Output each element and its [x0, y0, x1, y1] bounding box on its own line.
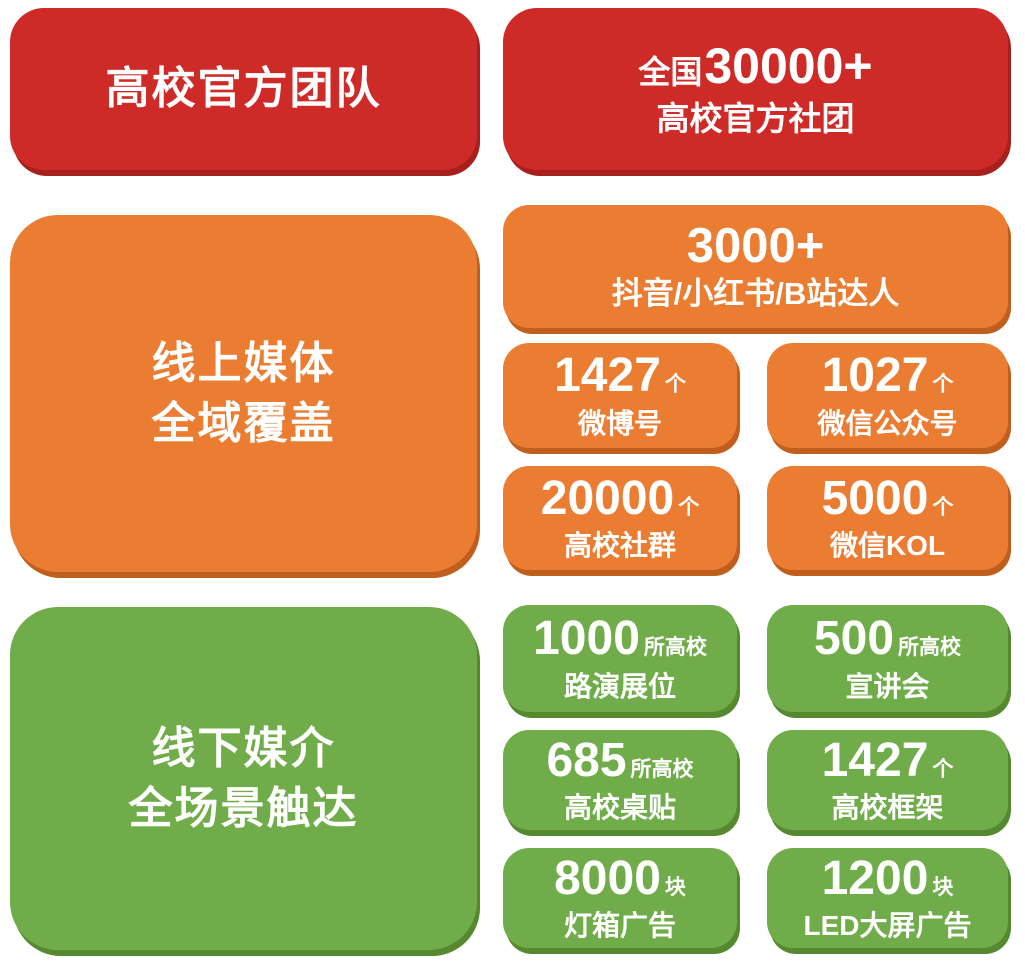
stat-value-row: 8000 块	[554, 851, 686, 905]
category-card-online-media: 线上媒体 全域覆盖	[10, 215, 477, 572]
stat-value-row: 3000+	[686, 218, 825, 273]
stat-label: 微博号	[577, 407, 662, 439]
stat-number: 5000	[821, 471, 929, 525]
category-label: 高校官方团队	[105, 64, 382, 114]
stat-value-row: 685 所高校	[546, 733, 694, 787]
stat-card-weibo: 1427 个 微博号	[503, 343, 737, 448]
category-label: 线上媒体 全域覆盖	[152, 334, 336, 453]
stat-unit: 块	[664, 875, 686, 899]
category-label-line2: 全场景触达	[128, 783, 359, 833]
stat-label: 宣讲会	[845, 670, 930, 702]
stat-card-desk-sticker: 685 所高校 高校桌贴	[503, 730, 737, 830]
stat-value-row: 5000 个	[821, 471, 954, 525]
stat-unit: 所高校	[898, 636, 962, 660]
stat-unit: 个	[678, 495, 700, 519]
stat-value-row: 20000 个	[540, 471, 700, 525]
stat-number: 1200	[821, 851, 929, 905]
stat-unit: 所高校	[643, 636, 707, 660]
stat-value-row: 1000 所高校	[533, 612, 707, 666]
stat-card-lightbox-ads: 8000 块 灯箱广告	[503, 848, 737, 948]
stat-label: 路演展位	[563, 670, 676, 702]
stat-number: 8000	[554, 851, 661, 905]
stat-label: 高校社群	[563, 530, 676, 562]
stat-unit: 块	[932, 875, 954, 899]
stat-label: 微信公众号	[817, 407, 958, 439]
stat-label: 抖音/小红书/B站达人	[611, 276, 900, 312]
category-label: 线下媒介 全场景触达	[129, 719, 359, 838]
stat-card-wechat-official: 1027 个 微信公众号	[767, 343, 1008, 448]
stat-value-row: 500 所高校	[813, 612, 962, 666]
stat-value-row: 1427 个	[821, 733, 954, 787]
stat-prefix: 全国	[638, 53, 703, 90]
stat-number: 1427	[821, 733, 929, 787]
stat-card-influencers: 3000+ 抖音/小红书/B站达人	[503, 205, 1008, 328]
category-label-line1: 线下媒介	[151, 724, 336, 774]
stat-number: 1427	[554, 349, 661, 403]
category-card-offline-media: 线下媒介 全场景触达	[10, 607, 477, 950]
category-card-official-team: 高校官方团队	[10, 8, 477, 170]
stat-number: 1027	[821, 349, 929, 403]
category-label-line1: 线上媒体	[151, 339, 336, 389]
stat-card-led-screen-ads: 1200 块 LED大屏广告	[767, 848, 1008, 948]
stat-unit: 个	[664, 373, 686, 397]
stat-label: LED大屏广告	[803, 910, 972, 942]
stat-label: 灯箱广告	[563, 910, 676, 942]
stat-card-campus-frame: 1427 个 高校框架	[767, 730, 1008, 830]
stat-label: 高校框架	[831, 792, 944, 824]
stat-number: 3000+	[686, 218, 825, 273]
stat-number: 685	[546, 733, 627, 787]
stat-number: 500	[813, 612, 895, 666]
stat-card-roadshow-booth: 1000 所高校 路演展位	[503, 605, 737, 712]
stat-unit: 个	[932, 757, 954, 781]
stat-label: 高校官方社团	[656, 100, 855, 138]
stat-value-row: 全国 30000+	[638, 40, 872, 93]
stat-card-info-session: 500 所高校 宣讲会	[767, 605, 1008, 712]
stat-label: 微信KOL	[829, 530, 946, 562]
stat-value-row: 1200 块	[821, 851, 954, 905]
stat-unit: 所高校	[630, 757, 694, 781]
stat-number: 30000+	[704, 37, 873, 94]
category-label-line2: 全域覆盖	[151, 398, 336, 448]
stat-unit: 个	[932, 495, 954, 519]
stat-value-row: 1027 个	[821, 349, 954, 403]
stat-number: 20000	[540, 471, 675, 525]
stat-card-national-clubs: 全国 30000+ 高校官方社团	[503, 8, 1008, 170]
stat-value-row: 1427 个	[554, 349, 686, 403]
stat-number: 1000	[533, 612, 640, 666]
stat-card-campus-groups: 20000 个 高校社群	[503, 466, 737, 570]
stat-unit: 个	[932, 373, 954, 397]
stat-label: 高校桌贴	[563, 792, 676, 824]
stat-card-wechat-kol: 5000 个 微信KOL	[767, 466, 1008, 570]
